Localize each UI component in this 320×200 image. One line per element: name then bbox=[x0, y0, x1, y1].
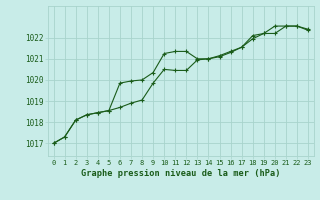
X-axis label: Graphe pression niveau de la mer (hPa): Graphe pression niveau de la mer (hPa) bbox=[81, 169, 281, 178]
